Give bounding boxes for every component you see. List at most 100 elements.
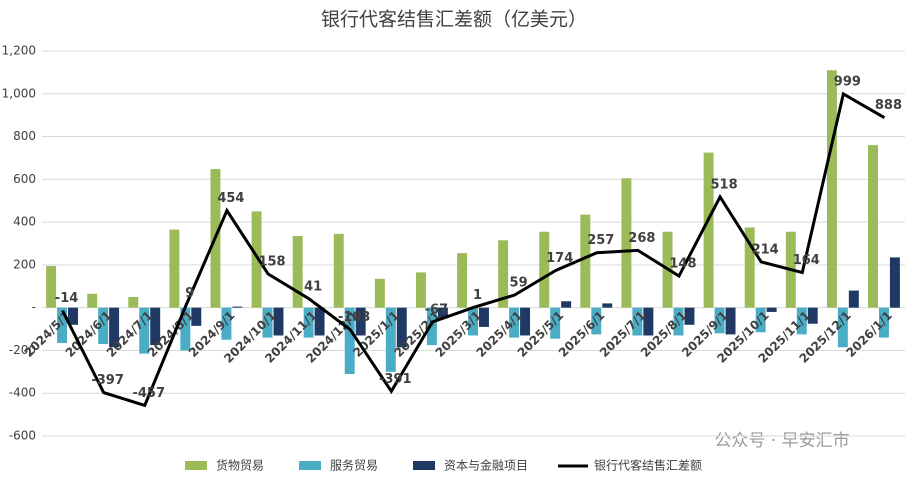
- bar: [128, 296, 139, 308]
- legend-swatch: [185, 461, 207, 470]
- bar: [437, 307, 448, 319]
- bar: [632, 307, 643, 336]
- bar: [355, 307, 366, 336]
- bar: [580, 214, 591, 308]
- bar: [520, 307, 531, 336]
- data-label: -14: [55, 291, 79, 306]
- bar: [561, 301, 572, 308]
- bar: [868, 145, 878, 308]
- bar: [262, 307, 273, 338]
- data-label: 454: [217, 191, 244, 206]
- bar: [837, 307, 848, 348]
- bar: [415, 272, 426, 308]
- data-label: -67: [425, 302, 449, 317]
- bar: [826, 70, 837, 308]
- y-tick-label: 600: [13, 172, 36, 186]
- bar: [314, 307, 325, 336]
- bar: [766, 307, 777, 312]
- y-tick-label: -200: [9, 343, 36, 357]
- data-label: 174: [546, 251, 573, 266]
- bar: [191, 307, 202, 326]
- bar: [725, 307, 736, 335]
- bar: [251, 211, 262, 308]
- bar: [139, 307, 150, 354]
- legend-label: 服务贸易: [330, 458, 378, 473]
- bar: [468, 307, 478, 336]
- bar: [550, 307, 561, 339]
- bar: [602, 303, 613, 308]
- chart-title: 银行代客结售汇差额（亿美元）: [321, 9, 587, 31]
- bar: [292, 236, 303, 308]
- data-label: 518: [711, 177, 738, 192]
- data-label: -103: [338, 310, 371, 325]
- data-label: 59: [510, 276, 528, 291]
- bar: [755, 307, 766, 333]
- y-tick-label: 400: [13, 215, 36, 229]
- bar: [150, 307, 161, 346]
- data-label: -397: [91, 373, 124, 388]
- bar: [374, 278, 385, 308]
- bar: [180, 307, 191, 351]
- data-label: 148: [669, 257, 696, 272]
- y-tick-label: -: [32, 300, 36, 314]
- bar: [591, 307, 602, 335]
- legend-label: 银行代客结售汇差额: [594, 458, 702, 473]
- bar: [57, 307, 68, 343]
- bar: [643, 307, 654, 336]
- data-label: -457: [132, 386, 165, 401]
- bar: [426, 307, 437, 346]
- data-label: 158: [258, 254, 285, 269]
- bar: [457, 253, 468, 308]
- bar: [98, 307, 109, 345]
- y-tick-label: -400: [9, 386, 36, 400]
- bar: [621, 178, 632, 308]
- legend-label: 资本与金融项目: [444, 458, 528, 473]
- bar: [333, 233, 344, 308]
- data-label: 888: [875, 98, 902, 113]
- line: [61, 91, 886, 408]
- bar: [385, 307, 396, 372]
- bar: [684, 307, 695, 325]
- legend-label: 货物贸易: [216, 458, 264, 473]
- bar: [46, 265, 57, 308]
- bar: [87, 293, 98, 308]
- watermark: 公众号 · 早安汇市: [714, 431, 849, 451]
- data-label: -391: [379, 372, 412, 387]
- bar: [878, 307, 889, 338]
- y-tick-label: -600: [9, 429, 36, 443]
- bar: [673, 307, 684, 336]
- bar: [68, 307, 78, 325]
- data-label: 268: [628, 231, 655, 246]
- data-label: 257: [587, 233, 614, 248]
- bar: [109, 307, 120, 348]
- bar: [509, 307, 520, 338]
- data-label: 9: [185, 286, 194, 301]
- bar: [714, 307, 725, 334]
- legend-swatch: [299, 461, 322, 470]
- data-label: 214: [752, 242, 779, 257]
- data-label: 999: [834, 74, 861, 89]
- bar: [396, 307, 407, 348]
- bar: [478, 307, 489, 327]
- y-tick-label: 1,000: [2, 86, 36, 100]
- data-label: 1: [473, 288, 482, 303]
- bar: [703, 152, 714, 308]
- bar: [539, 231, 550, 308]
- y-tick-label: 800: [13, 129, 36, 143]
- bar: [796, 307, 807, 335]
- bar: [273, 307, 284, 336]
- data-label: 164: [793, 253, 820, 268]
- bar: [303, 307, 314, 338]
- y-tick-label: 200: [13, 257, 36, 271]
- y-tick-label: 1,200: [2, 44, 36, 58]
- bar: [221, 307, 232, 340]
- bar: [169, 229, 180, 308]
- data-label: 41: [304, 279, 322, 294]
- bar: [744, 227, 755, 308]
- bar: [344, 307, 355, 374]
- bar: [807, 307, 818, 324]
- bar: [232, 306, 243, 308]
- legend-swatch: [413, 461, 436, 470]
- bar: [848, 290, 859, 308]
